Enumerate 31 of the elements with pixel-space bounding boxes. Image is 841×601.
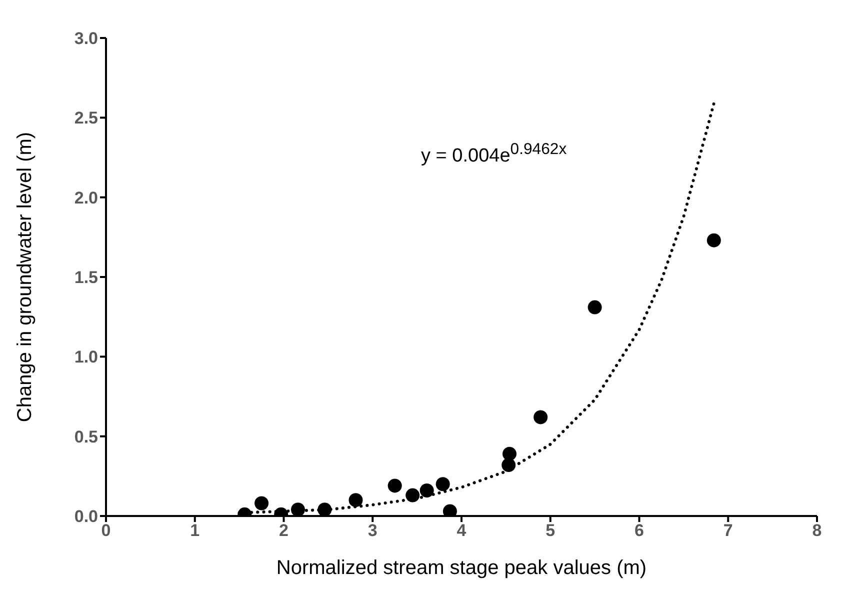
annotation: y = 0.004e$^{0.9462x}$ <box>421 141 567 168</box>
point <box>420 484 434 498</box>
x-tick-label: 7 <box>723 521 733 540</box>
point <box>388 478 402 493</box>
point <box>502 458 516 472</box>
x-tick-label: 1 <box>190 521 200 540</box>
point <box>406 488 420 502</box>
point <box>318 502 332 516</box>
y-tick-label: 2.5 <box>74 108 98 128</box>
x-axis-title: Normalized stream stage peak values (m) <box>276 557 647 579</box>
y-tick-label: 0.0 <box>74 507 98 526</box>
x-tick-label: 2 <box>279 521 288 540</box>
x-tick-label: 3 <box>368 521 378 540</box>
point <box>348 493 363 508</box>
point <box>254 496 269 510</box>
point <box>290 502 305 516</box>
y-tick-label: 1.5 <box>74 268 98 288</box>
y-tick-label: 0.5 <box>74 427 98 446</box>
x-tick-label: 4 <box>456 521 467 540</box>
point <box>534 410 548 424</box>
y-tick-label: 2.0 <box>74 188 98 208</box>
point <box>436 477 450 492</box>
point <box>706 233 721 248</box>
x-tick-label: 8 <box>812 521 822 540</box>
x-tick-label: 0 <box>101 521 111 540</box>
y-tick-label: 3.0 <box>74 29 98 48</box>
y-axis-title: Change in groundwater level (m) <box>14 132 36 422</box>
x-tick-label: 5 <box>546 521 556 540</box>
y-tick-label: 1.0 <box>74 348 98 367</box>
x-tick-label: 6 <box>634 521 644 540</box>
point <box>588 300 602 314</box>
